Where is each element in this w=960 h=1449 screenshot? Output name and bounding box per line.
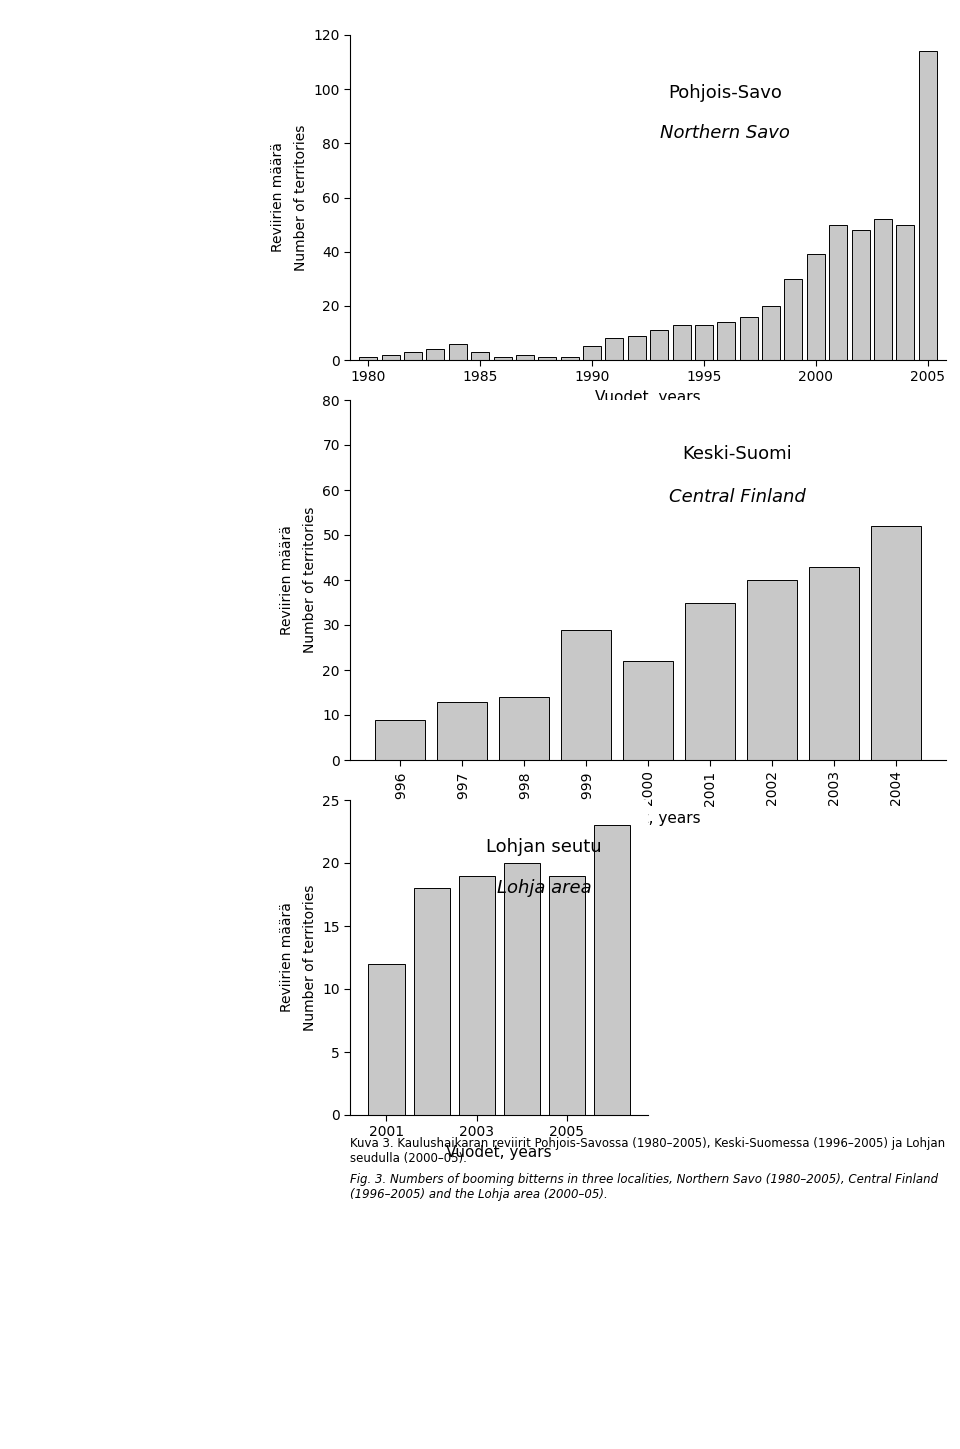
Bar	[897, 225, 914, 359]
Bar	[695, 325, 713, 359]
X-axis label: Vuodet, years: Vuodet, years	[446, 1145, 552, 1161]
Bar	[437, 701, 487, 759]
X-axis label: Vuodet, years: Vuodet, years	[595, 390, 701, 404]
Text: Pohjois-Savo: Pohjois-Savo	[668, 84, 782, 103]
Bar	[426, 349, 444, 359]
Bar	[650, 330, 668, 359]
Bar	[806, 255, 825, 359]
Text: Lohjan seutu: Lohjan seutu	[486, 839, 602, 856]
Bar	[919, 51, 937, 359]
Text: Central Finland: Central Finland	[669, 488, 805, 506]
Bar	[717, 322, 735, 359]
Bar	[809, 567, 859, 759]
Bar	[623, 661, 673, 759]
Bar	[829, 225, 847, 359]
Text: Fig. 3. Numbers of booming bitterns in three localities, Northern Savo (1980–200: Fig. 3. Numbers of booming bitterns in t…	[350, 1172, 939, 1201]
Bar	[562, 629, 611, 759]
Bar	[874, 219, 892, 359]
Bar	[784, 278, 803, 359]
Bar	[539, 358, 556, 359]
Bar	[493, 358, 512, 359]
Bar	[504, 864, 540, 1114]
Text: Lohja area: Lohja area	[496, 880, 591, 897]
Bar	[516, 355, 534, 359]
Bar	[606, 338, 623, 359]
Bar	[673, 325, 690, 359]
Bar	[561, 358, 579, 359]
Bar	[375, 720, 424, 759]
Bar	[404, 352, 422, 359]
Bar	[369, 964, 404, 1114]
Bar	[499, 697, 549, 759]
Bar	[382, 355, 399, 359]
Bar	[747, 580, 797, 759]
Y-axis label: Reviirien määrä
Number of territories: Reviirien määrä Number of territories	[280, 507, 317, 653]
Bar	[414, 888, 449, 1114]
Bar	[740, 317, 757, 359]
X-axis label: Vuodet, years: Vuodet, years	[595, 811, 701, 826]
Y-axis label: Reviirien määrä
Number of territories: Reviirien määrä Number of territories	[272, 125, 308, 271]
Bar	[628, 336, 646, 359]
Bar	[549, 875, 585, 1114]
Bar	[449, 343, 467, 359]
Text: Northern Savo: Northern Savo	[660, 123, 790, 142]
Text: Kuva 3. Kaulushaikaran reviirit Pohjois-Savossa (1980–2005), Keski-Suomessa (199: Kuva 3. Kaulushaikaran reviirit Pohjois-…	[350, 1136, 946, 1165]
Bar	[685, 603, 734, 759]
Bar	[471, 352, 490, 359]
Bar	[871, 526, 921, 759]
Bar	[594, 824, 630, 1114]
Bar	[852, 230, 870, 359]
Bar	[762, 306, 780, 359]
Text: Keski-Suomi: Keski-Suomi	[683, 445, 792, 464]
Bar	[459, 875, 494, 1114]
Bar	[583, 346, 601, 359]
Bar	[359, 358, 377, 359]
Y-axis label: Reviirien määrä
Number of territories: Reviirien määrä Number of territories	[280, 884, 317, 1030]
